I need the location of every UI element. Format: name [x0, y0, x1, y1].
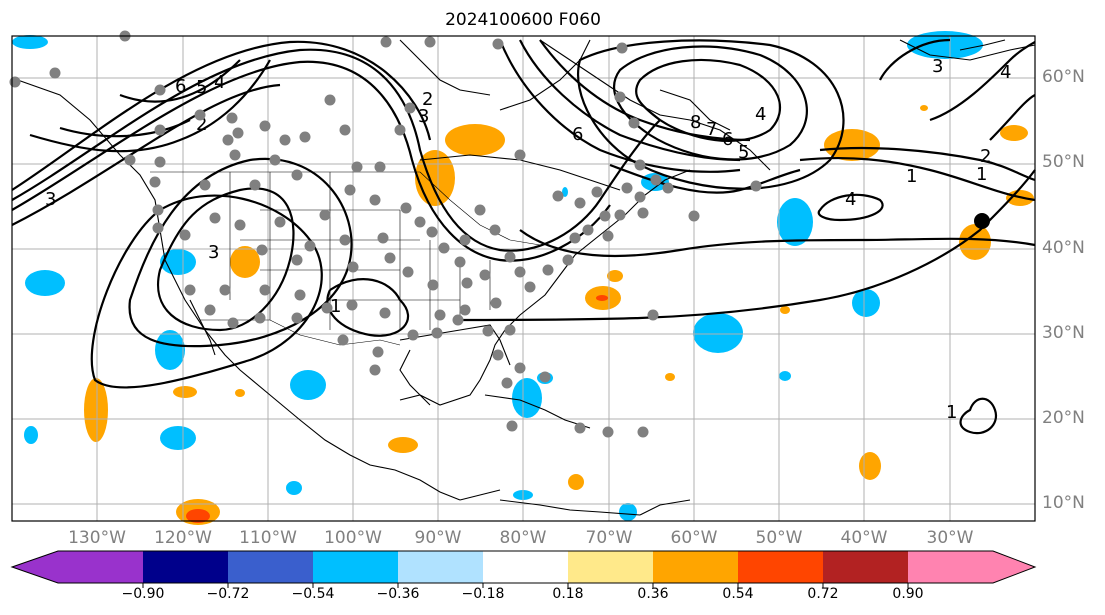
- colorbar-tick-label: 0.90: [892, 586, 924, 602]
- colorbar: [10, 550, 1037, 588]
- contour-label: 3: [418, 106, 429, 127]
- contour-label: 6: [722, 129, 733, 150]
- contour-label: 6: [572, 124, 583, 145]
- orange-patch: [665, 373, 675, 381]
- colorbar-tick-label: 0.72: [807, 586, 839, 602]
- contour-label: 5: [738, 142, 749, 163]
- blue-patch: [24, 426, 38, 444]
- blue-patch: [562, 187, 568, 197]
- orange-patch: [445, 124, 505, 156]
- colorbar-tick-label: −0.18: [461, 586, 505, 602]
- blue-patch: [160, 426, 196, 450]
- lon-label: 80°W: [499, 528, 547, 548]
- contour-label: 8: [690, 112, 701, 133]
- orange-patch: [388, 437, 418, 453]
- blue-patch: [779, 371, 791, 381]
- lon-label: 130°W: [68, 528, 126, 548]
- orange-patch: [959, 224, 991, 260]
- lon-label: 90°W: [414, 528, 462, 548]
- blue-patch: [155, 330, 185, 370]
- contour-label: 1: [946, 402, 957, 423]
- orange-patch: [607, 270, 623, 282]
- colorbar-tick-label: −0.72: [206, 586, 250, 602]
- lon-label: 40°W: [840, 528, 888, 548]
- lon-label: 120°W: [154, 528, 212, 548]
- contour-label: 7: [706, 119, 717, 140]
- contour-label: 5: [196, 77, 207, 98]
- contour-label: 3: [208, 242, 219, 263]
- orange-patch: [230, 246, 260, 278]
- lat-label: 50°N: [1042, 152, 1085, 172]
- contour-labels: 5 4 6 2 3 3 3 2 6 4 8 7 6 5 3 4 1 2 1 4 …: [45, 56, 1011, 423]
- lat-label: 40°N: [1042, 238, 1085, 258]
- colorbar-low-extend: [12, 551, 58, 583]
- contour-label: 4: [214, 72, 225, 93]
- lon-label: 50°W: [755, 528, 803, 548]
- blue-patch: [619, 503, 637, 521]
- lon-label: 100°W: [324, 528, 382, 548]
- coastlines: [11, 39, 1036, 516]
- contour-label: 3: [45, 189, 56, 210]
- map-frame: [11, 35, 1036, 522]
- lat-label: 10°N: [1042, 493, 1085, 513]
- colorbar-tick-label: −0.36: [376, 586, 420, 602]
- contour-label: 4: [845, 189, 856, 210]
- colorbar-tick-label: 0.36: [637, 586, 669, 602]
- contour-label: 2: [422, 89, 433, 110]
- orange-patch: [920, 105, 928, 111]
- colorbar-tick-label: −0.90: [121, 586, 165, 602]
- colorbar-tick-label: 0.18: [552, 586, 584, 602]
- blue-patch: [852, 289, 880, 317]
- blue-patch: [286, 481, 302, 495]
- contour-label: 2: [980, 146, 991, 167]
- lat-label: 20°N: [1042, 408, 1085, 428]
- blue-patch: [512, 378, 542, 418]
- orange-patch: [568, 474, 584, 490]
- blue-patch: [907, 31, 983, 59]
- orange-patch: [1000, 125, 1028, 141]
- contour-label: 4: [1000, 62, 1011, 83]
- contour-label: 4: [755, 104, 766, 125]
- lon-label: 110°W: [239, 528, 297, 548]
- contour-label: 1: [906, 166, 917, 187]
- lon-label: 70°W: [585, 528, 633, 548]
- orange-patch: [780, 306, 790, 314]
- orange-patch: [84, 378, 108, 442]
- station-markers: [9, 30, 762, 438]
- blue-patch: [693, 313, 743, 353]
- contour-label: 6: [175, 76, 186, 97]
- colorbar-high-extend: [993, 551, 1035, 583]
- blue-patch: [12, 35, 48, 49]
- blue-patch: [25, 270, 65, 296]
- blue-patch: [777, 198, 813, 246]
- red-patch: [186, 509, 210, 523]
- marker-point: [974, 213, 990, 229]
- political-borders: [150, 171, 541, 346]
- orange-patch: [859, 452, 881, 480]
- red-patch: [596, 295, 608, 301]
- lon-label: 30°W: [926, 528, 974, 548]
- colorbar-tick-label: 0.54: [722, 586, 754, 602]
- colorbar-tick-label: −0.54: [291, 586, 335, 602]
- lat-label: 60°N: [1042, 67, 1085, 87]
- orange-patch: [173, 386, 197, 398]
- graticule: [12, 36, 1035, 521]
- contour-label: 2: [196, 114, 207, 135]
- contour-label: 1: [976, 164, 987, 185]
- lat-label: 30°N: [1042, 323, 1085, 343]
- contour-lines: [11, 38, 1036, 435]
- lon-label: 60°W: [670, 528, 718, 548]
- blue-patch: [290, 370, 326, 400]
- orange-patch: [235, 389, 245, 397]
- map-title: 2024100600 F060: [445, 10, 601, 30]
- orange-patch: [824, 129, 880, 161]
- contour-label: 3: [932, 56, 943, 77]
- contour-label: 1: [330, 296, 341, 317]
